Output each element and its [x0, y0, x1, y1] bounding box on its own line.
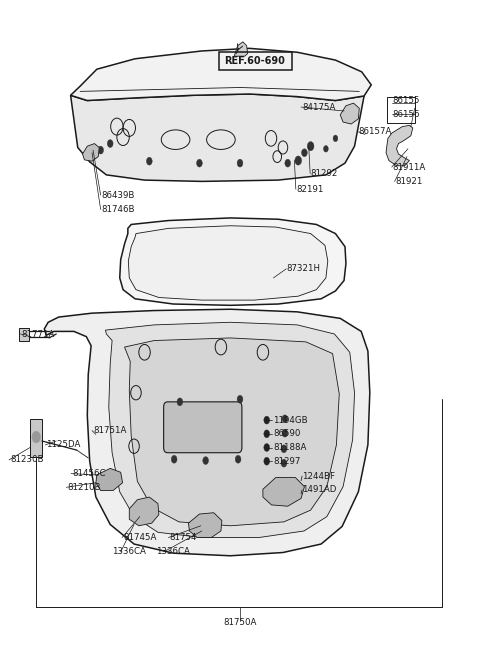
Polygon shape — [44, 309, 370, 556]
Circle shape — [281, 445, 287, 453]
Text: 84175A: 84175A — [302, 103, 336, 111]
Text: 86155: 86155 — [393, 96, 420, 105]
Text: 1336CA: 1336CA — [156, 548, 190, 556]
Text: 81750A: 81750A — [223, 618, 257, 627]
Text: 81188A: 81188A — [274, 443, 307, 452]
Polygon shape — [71, 94, 364, 181]
Polygon shape — [120, 218, 346, 305]
Polygon shape — [340, 103, 360, 124]
Text: 86590: 86590 — [274, 429, 301, 438]
Text: 81456C: 81456C — [72, 469, 106, 478]
Polygon shape — [124, 338, 339, 526]
Polygon shape — [128, 226, 328, 300]
Text: 81745A: 81745A — [123, 533, 156, 542]
Text: 1244BF: 1244BF — [302, 472, 335, 481]
Polygon shape — [129, 497, 159, 526]
Text: 81911A: 81911A — [393, 162, 426, 172]
Circle shape — [264, 430, 270, 438]
Polygon shape — [83, 143, 99, 161]
Polygon shape — [386, 125, 413, 166]
Text: 81297: 81297 — [274, 457, 301, 466]
FancyBboxPatch shape — [30, 419, 42, 457]
Text: 81771A: 81771A — [22, 329, 55, 339]
Polygon shape — [106, 322, 355, 538]
Circle shape — [235, 455, 241, 463]
Circle shape — [264, 416, 270, 424]
Circle shape — [108, 140, 113, 147]
Text: 1336CA: 1336CA — [112, 548, 146, 556]
Text: 86157A: 86157A — [359, 127, 392, 136]
Circle shape — [282, 429, 288, 437]
Circle shape — [177, 398, 183, 405]
FancyBboxPatch shape — [164, 402, 242, 453]
Circle shape — [146, 157, 152, 165]
Polygon shape — [189, 513, 222, 538]
Circle shape — [324, 145, 328, 152]
Circle shape — [32, 431, 40, 443]
Circle shape — [285, 159, 290, 167]
Polygon shape — [71, 48, 371, 100]
Text: 81230B: 81230B — [10, 455, 44, 464]
Text: 81746B: 81746B — [102, 205, 135, 214]
Text: 1194GB: 1194GB — [274, 416, 308, 424]
Text: 81754: 81754 — [169, 533, 197, 542]
Polygon shape — [263, 477, 304, 506]
Text: 81921: 81921 — [396, 177, 423, 186]
Text: 1491AD: 1491AD — [302, 485, 336, 495]
Text: 81210B: 81210B — [67, 483, 101, 492]
Text: 81751A: 81751A — [93, 426, 126, 435]
Text: 87321H: 87321H — [287, 265, 321, 273]
Circle shape — [237, 159, 243, 167]
Circle shape — [203, 457, 208, 464]
Circle shape — [281, 459, 287, 467]
Text: 1125DA: 1125DA — [46, 440, 81, 449]
Circle shape — [171, 455, 177, 463]
Circle shape — [237, 396, 243, 403]
Text: 86439B: 86439B — [102, 191, 135, 200]
Circle shape — [301, 149, 307, 157]
Circle shape — [264, 443, 270, 451]
Text: 82191: 82191 — [296, 185, 324, 194]
Circle shape — [264, 457, 270, 465]
Circle shape — [98, 146, 104, 154]
Circle shape — [295, 156, 301, 165]
Text: 86156: 86156 — [393, 111, 420, 119]
Polygon shape — [96, 468, 122, 491]
Text: REF.60-690: REF.60-690 — [224, 56, 285, 66]
Polygon shape — [234, 42, 248, 56]
Circle shape — [282, 415, 288, 422]
Circle shape — [333, 135, 338, 141]
Text: 81292: 81292 — [311, 169, 338, 178]
Circle shape — [307, 141, 314, 151]
Circle shape — [197, 159, 202, 167]
FancyBboxPatch shape — [19, 328, 29, 341]
